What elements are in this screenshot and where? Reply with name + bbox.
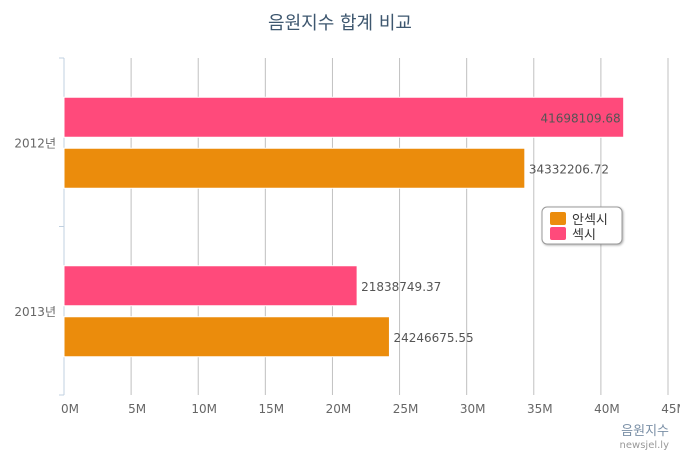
legend-item-sexy[interactable]: 섹시: [550, 227, 596, 243]
x-tick-label: 45M: [661, 402, 680, 416]
x-tick-label: 20M: [326, 402, 352, 416]
credits-title[interactable]: 음원지수: [621, 424, 669, 439]
bar: [63, 316, 390, 358]
y-category-label: 2012년: [14, 136, 56, 150]
bar: [63, 96, 625, 138]
data-label: 41698109.68: [541, 111, 621, 125]
data-label: 34332206.72: [529, 162, 609, 176]
legend: 안섹시 섹시: [541, 206, 623, 245]
data-label: 21838749.37: [361, 280, 441, 294]
x-tick-label: 25M: [393, 402, 419, 416]
legend-swatch: [550, 227, 566, 240]
x-tick-label: 35M: [527, 402, 553, 416]
x-tick-label: 10M: [191, 402, 217, 416]
legend-swatch: [550, 212, 566, 225]
x-tick-label: 30M: [460, 402, 486, 416]
data-label: 24246675.55: [393, 331, 473, 345]
y-category-label: 2013년: [14, 305, 56, 319]
bar: [63, 147, 526, 189]
chart-title: 음원지수 합계 비교: [268, 13, 412, 34]
x-tick-label: 40M: [594, 402, 620, 416]
x-tick-label: 15M: [259, 402, 285, 416]
bar: [63, 265, 358, 307]
legend-item-ansexy[interactable]: 안섹시: [550, 212, 608, 228]
legend-label: 안섹시: [572, 213, 608, 228]
legend-label: 섹시: [572, 228, 596, 243]
credits-link[interactable]: newsjel.ly: [620, 440, 670, 451]
x-tick-label: 0M: [61, 402, 79, 416]
x-tick-label: 5M: [128, 402, 146, 416]
